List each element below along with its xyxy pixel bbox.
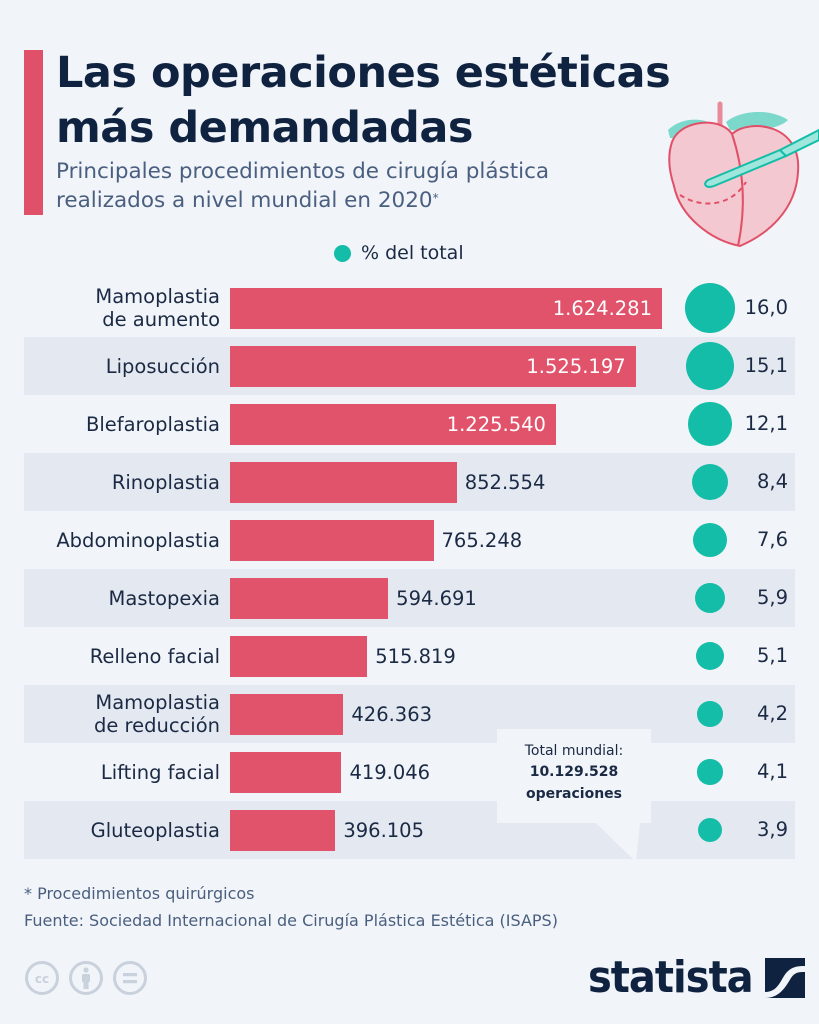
category-label-line: Relleno facial — [89, 644, 220, 668]
category-label-line: Blefaroplastia — [85, 412, 220, 436]
category-label-line: Mastopexia — [108, 586, 220, 610]
percent-dot — [691, 463, 729, 501]
callout-total: 10.129.528 — [529, 764, 619, 780]
subtitle-footnote-marker: * — [432, 191, 439, 205]
percent-dot — [694, 582, 726, 614]
percent-label: 8,4 — [756, 470, 788, 493]
title-line-2: más demandadas — [56, 103, 473, 153]
bar — [230, 693, 344, 735]
bar — [230, 751, 342, 793]
category-label: Blefaroplastia — [20, 395, 220, 453]
attribution-icon[interactable] — [68, 960, 104, 996]
category-label: Abdominoplastia — [20, 511, 220, 569]
percent-label: 4,2 — [756, 702, 788, 725]
bar-chart: Mamoplastia de aumento 1.624.281 16,0 Liposu… — [20, 279, 795, 859]
percent-dot — [697, 817, 723, 843]
title-accent-bar — [24, 50, 43, 215]
category-label-line: Mamoplastia — [95, 285, 220, 308]
creative-commons-icon[interactable]: cc — [24, 960, 60, 996]
percent-label: 16,0 — [744, 296, 788, 319]
bar-value-label: 852.554 — [464, 470, 546, 494]
percent-label: 7,6 — [756, 528, 788, 551]
statista-wordmark: statista — [588, 953, 754, 1003]
footnote-source: Fuente: Sociedad Internacional de Cirugí… — [24, 911, 558, 930]
percent-label: 15,1 — [744, 354, 788, 377]
subtitle: Principales procedimientos de cirugía pl… — [56, 157, 656, 215]
bar-value-label: 426.363 — [351, 702, 433, 726]
category-label-line: de aumento — [102, 308, 220, 331]
category-label-line: Abdominoplastia — [56, 528, 220, 552]
category-label-line: Rinoplastia — [111, 470, 220, 494]
license-icons: cc — [24, 960, 148, 996]
percent-dot — [695, 641, 725, 671]
percent-dot — [697, 759, 723, 785]
category-label: Mastopexia — [20, 569, 220, 627]
statista-mark-icon — [764, 958, 805, 998]
percent-label: 4,1 — [756, 760, 788, 783]
category-label-line: de reducción — [93, 714, 220, 737]
no-derivatives-icon[interactable] — [112, 960, 148, 996]
row-band — [24, 569, 795, 627]
percent-dot — [685, 341, 735, 391]
category-label: Rinoplastia — [20, 453, 220, 511]
category-label-line: Mamoplastia — [95, 691, 220, 714]
bar-value-label: 594.691 — [396, 586, 477, 610]
svg-text:cc: cc — [35, 972, 49, 986]
percent-dot — [692, 522, 728, 558]
percent-label: 12,1 — [744, 412, 788, 435]
bar-value-label: 1.525.197 — [526, 354, 626, 378]
row-band — [24, 801, 795, 859]
percent-label: 5,1 — [756, 644, 788, 667]
bar — [230, 287, 662, 329]
category-label: Lifting facial — [20, 743, 220, 801]
callout-label: Total mundial: — [524, 743, 624, 759]
bar — [230, 345, 636, 387]
footnotes: * Procedimientos quirúrgicos Fuente: Soc… — [24, 880, 558, 934]
percent-dot — [688, 402, 732, 446]
total-callout: Total mundial: 10.129.528 operaciones — [497, 729, 651, 823]
category-label-line: Gluteoplastia — [90, 818, 220, 842]
subtitle-line-2-text: realizados a nivel mundial en 2020 — [56, 188, 433, 213]
statista-logo[interactable]: statista — [588, 953, 805, 1003]
legend-label: % del total — [361, 242, 464, 264]
category-label: Mamoplastia de reducción — [20, 685, 220, 743]
callout-unit: operaciones — [526, 786, 622, 802]
bar-value-label: 765.248 — [441, 528, 523, 552]
bar-value-label: 419.046 — [349, 760, 431, 784]
legend-dot-icon — [334, 244, 351, 262]
bar — [230, 635, 368, 677]
percent-label: 3,9 — [756, 818, 788, 841]
bar — [230, 519, 434, 561]
percent-dot — [685, 283, 735, 333]
subtitle-line-2: realizados a nivel mundial en 2020* — [56, 186, 656, 215]
title-line-1: Las operaciones estéticas — [56, 48, 671, 98]
subtitle-line-1: Principales procedimientos de cirugía pl… — [56, 159, 550, 184]
category-label-line: Lifting facial — [100, 760, 220, 784]
bar — [230, 577, 389, 619]
bar — [230, 403, 556, 445]
chart-legend: % del total — [334, 240, 464, 266]
bar-value-label: 396.105 — [343, 818, 424, 842]
category-label: Relleno facial — [20, 627, 220, 685]
percent-label: 5,9 — [756, 586, 788, 609]
category-label: Gluteoplastia — [20, 801, 220, 859]
row-band — [24, 685, 795, 743]
bar-value-label: 1.225.540 — [446, 412, 546, 436]
category-label: Mamoplastia de aumento — [20, 279, 220, 337]
category-label: Liposucción — [20, 337, 220, 395]
bar — [230, 461, 457, 503]
bar-value-label: 515.819 — [375, 644, 456, 668]
bar-value-label: 1.624.281 — [552, 296, 652, 320]
percent-dot — [697, 701, 723, 727]
peach-with-scalpel-icon — [668, 101, 819, 248]
category-label-line: Liposucción — [105, 354, 220, 378]
bar — [230, 809, 336, 851]
footnote-note: * Procedimientos quirúrgicos — [24, 884, 255, 903]
page-title: Las operaciones estéticas más demandadas — [56, 46, 696, 156]
